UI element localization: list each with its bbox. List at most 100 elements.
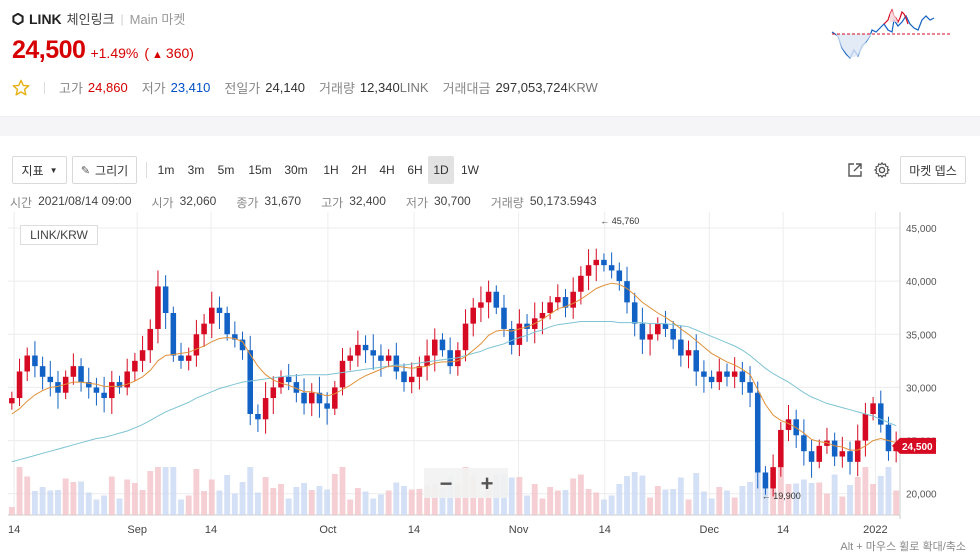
x-tick-label: 14 [205, 524, 217, 536]
y-tick-label: 20,000 [906, 490, 937, 501]
zoom-in-button[interactable]: + [481, 471, 494, 496]
candle-body [478, 302, 484, 308]
candle-body [70, 366, 77, 377]
market-depth-button[interactable]: 마켓 뎁스 [900, 156, 966, 184]
favorite-star-icon[interactable] [12, 79, 30, 97]
price-row: 24,500 +1.49% (▲ 360) [12, 36, 194, 65]
interval-30m[interactable]: 30m [284, 163, 308, 177]
candle-body [424, 355, 430, 367]
up-triangle-icon: ▲ [152, 49, 163, 61]
change-percent: +1.49% [90, 45, 139, 61]
volume-bar [439, 488, 446, 515]
volume-bar [716, 487, 723, 515]
interval-2h[interactable]: 2H [351, 163, 367, 177]
interval-15m[interactable]: 15m [248, 163, 272, 177]
popout-window-icon[interactable] [846, 161, 864, 179]
volume-bar [131, 483, 138, 515]
indicator-dropdown[interactable]: 지표 ▼ [12, 156, 67, 184]
interval-1m[interactable]: 1m [157, 163, 175, 177]
candle-body [747, 382, 753, 393]
interval-1w[interactable]: 1W [461, 163, 479, 177]
candle-body [270, 387, 277, 399]
candle-body [547, 302, 553, 313]
candle-body [155, 286, 161, 329]
volume-bar [824, 493, 830, 515]
draw-button[interactable]: ✎ 그리기 [72, 156, 137, 184]
close-label: 종가 [236, 196, 259, 210]
volume-bar [585, 489, 592, 515]
candle-body [170, 313, 177, 356]
volume-bar [685, 499, 692, 515]
candle-body [55, 382, 61, 393]
volume-bar [777, 467, 784, 515]
stats-divider [44, 81, 45, 94]
candle-body [539, 313, 546, 319]
y-tick-label: 45,000 [906, 224, 937, 235]
candle-body [147, 328, 154, 351]
candlestick-chart[interactable]: 14Sep14Oct14Nov14Dec14202220,00025,00030… [0, 210, 980, 550]
volume-bar [731, 497, 738, 515]
zoom-controls[interactable]: − + [424, 468, 508, 498]
candle-body [301, 392, 307, 404]
open-label: 시가 [151, 196, 174, 210]
volume-bar [301, 483, 307, 515]
price-chart[interactable]: 시간 2021/08/14 09:00 시가 32,060 종가 31,670 … [0, 190, 980, 554]
max-price-marker: ← 45,760 [600, 216, 639, 226]
volume-bar [285, 498, 292, 515]
volume-bar [547, 487, 554, 515]
volume-bar [85, 492, 92, 515]
candle-body [101, 392, 107, 399]
candle-body [508, 328, 515, 345]
interval-5m[interactable]: 5m [217, 163, 235, 177]
volume-bar [62, 478, 69, 515]
candle-body [24, 355, 30, 372]
current-price-label: 24,500 [902, 442, 933, 453]
x-tick-label: Dec [700, 524, 720, 536]
volume-bar [608, 495, 615, 515]
stat-label: 저가 [141, 81, 166, 96]
candle-body [493, 291, 500, 308]
volume-bar [562, 490, 569, 515]
candle-body [393, 355, 400, 372]
y-tick-label: 35,000 [906, 330, 937, 341]
zoom-out-button[interactable]: − [440, 471, 453, 496]
candle-body [847, 451, 853, 462]
volume-bar [593, 492, 600, 515]
gear-icon[interactable] [873, 161, 891, 179]
volume-bar [785, 484, 792, 515]
volume-bar [631, 472, 638, 515]
candle-body [262, 398, 269, 420]
volume-bar [155, 467, 161, 515]
interval-6h[interactable]: 6H [407, 163, 423, 177]
volume-bar [231, 493, 238, 515]
volume-bar [216, 490, 223, 515]
volume-bar [408, 489, 415, 515]
candle-body [754, 392, 761, 473]
market-name[interactable]: Main 마켓 [129, 12, 186, 27]
volume-bar [762, 477, 769, 515]
candle-body [870, 403, 876, 414]
candle-body [355, 344, 361, 356]
interval-1d[interactable]: 1D [428, 156, 454, 184]
close-value: 31,670 [264, 194, 302, 208]
volume-bar [693, 473, 700, 515]
open-value: 32,060 [179, 194, 217, 208]
volume-bar [331, 474, 338, 515]
volume-bar [8, 507, 15, 515]
volume-value: 50,173.5943 [529, 194, 597, 208]
interval-4h[interactable]: 4H [379, 163, 395, 177]
candle-body [701, 371, 707, 377]
stat-label: 전일가 [224, 81, 261, 96]
volume-bar [601, 499, 607, 515]
candle-body [854, 440, 861, 462]
interval-3m[interactable]: 3m [187, 163, 205, 177]
candle-body [216, 307, 223, 313]
volume-bar [431, 484, 438, 515]
stat-value: 23,410 [170, 80, 211, 95]
volume-bar [362, 491, 369, 515]
market-depth-label: 마켓 뎁스 [909, 163, 957, 178]
volume-bar [854, 477, 861, 515]
candle-body [639, 323, 646, 340]
interval-1h[interactable]: 1H [323, 163, 339, 177]
volume-bar [624, 476, 630, 515]
